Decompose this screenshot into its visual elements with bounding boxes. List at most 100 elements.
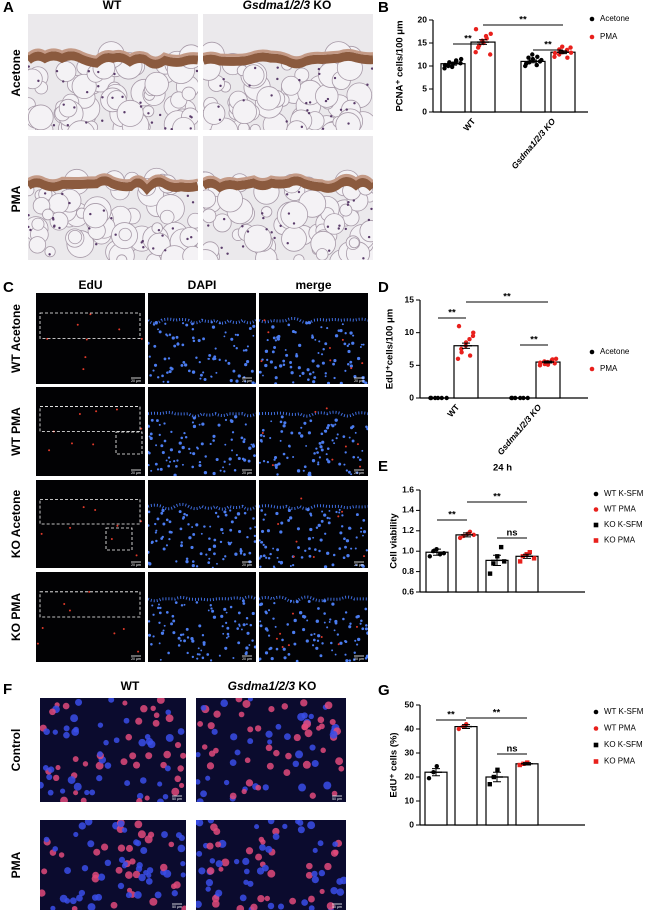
nucleus [254,824,260,830]
nucleus [166,371,169,374]
nucleus [277,903,285,910]
bar [455,534,479,593]
nucleus [177,844,186,853]
nucleus [320,747,326,754]
nucleus [28,214,30,217]
nucleus [181,322,185,325]
nucleus [213,538,217,542]
edu-signal [84,356,87,359]
nucleus [211,325,216,329]
nucleus [180,363,184,367]
nucleus [147,112,150,115]
nucleus [182,633,185,636]
nucleus [254,526,256,528]
significance-label: ** [544,40,552,51]
edu-signal [68,609,71,612]
nucleus [139,101,142,104]
nucleus [237,456,241,461]
nucleus [235,347,238,350]
nucleus [298,783,307,792]
nucleus [165,611,169,614]
nucleus [272,565,276,568]
nucleus [160,631,165,635]
nucleus [323,565,328,568]
nucleus [269,436,272,440]
nucleus [158,621,161,624]
nucleus [301,723,309,731]
nucleus [365,425,368,429]
nucleus [163,439,167,443]
nucleus [347,122,350,125]
nucleus [259,370,262,374]
nucleus [162,547,166,551]
nucleus [312,380,316,384]
nucleus [146,867,154,874]
nucleus [171,787,180,796]
nucleus [314,338,317,341]
nucleus [268,706,275,713]
significance-label: ns [506,528,517,539]
nucleus [329,115,333,118]
nucleus [97,751,103,757]
cell [243,224,272,253]
nucleus [151,604,154,607]
nucleus [144,835,153,844]
nucleus [52,846,59,852]
nucleus [308,905,315,910]
nucleus [300,556,304,559]
nucleus [348,436,351,439]
nucleus [334,423,337,426]
nucleus [64,897,71,904]
nucleus [176,459,179,462]
nucleus [196,798,204,802]
nucleus [212,544,217,548]
nucleus [288,445,291,448]
nucleus [197,647,200,650]
nucleus [333,849,339,856]
nucleus [144,795,150,801]
nucleus [189,115,192,118]
nucleus [157,781,163,787]
nucleus [201,422,205,426]
nucleus [216,562,218,565]
nucleus [164,249,167,252]
data-point [473,27,479,32]
nucleus [165,459,168,462]
epidermis [28,51,198,69]
bar [550,51,576,113]
nucleus [175,465,178,468]
nucleus [312,847,318,854]
nucleus [73,726,79,733]
nucleus [334,653,337,656]
cell [203,189,217,209]
nucleus [169,448,174,452]
nucleus [186,651,189,655]
nucleus [268,647,272,651]
y-tick-label: 15 [405,294,415,304]
nucleus [237,374,241,378]
nucleus [326,447,330,450]
nucleus [234,516,238,520]
nucleus [123,717,130,724]
nucleus [353,375,357,379]
nucleus [191,560,195,563]
nucleus [313,376,317,379]
nucleus [288,516,293,520]
nucleus [117,882,125,890]
cell [82,203,109,229]
nucleus [229,759,237,767]
edu-signal [113,632,116,635]
nucleus [159,863,168,872]
nucleus [343,537,346,541]
nucleus [222,558,225,561]
nucleus [60,796,68,802]
legend-label: WT K-SFM [604,707,644,716]
nucleus [186,636,190,639]
nucleus [335,510,338,514]
nucleus [160,537,164,540]
nucleus [108,698,115,703]
nucleus [190,545,194,550]
micrograph: 20 μm [259,572,368,662]
nucleus [168,841,175,848]
nucleus [355,615,359,619]
